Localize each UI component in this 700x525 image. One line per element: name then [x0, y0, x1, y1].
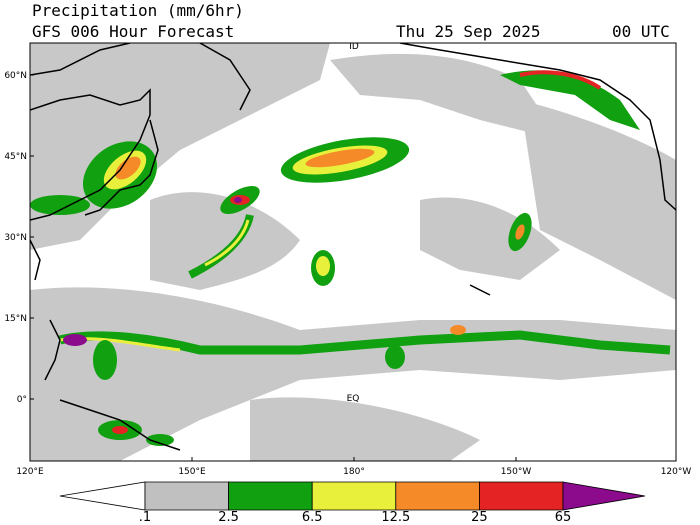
- colorbar-swatch: [479, 481, 564, 511]
- lat-label: 45°N: [4, 152, 27, 162]
- lat-label: 0°: [17, 395, 27, 405]
- colorbar-swatch: [311, 481, 397, 511]
- lat-label: 30°N: [4, 233, 27, 243]
- axes: 60°N 45°N 30°N 15°N 0° 120°E 150°E 180° 150°W 120…: [4, 42, 691, 477]
- map-annotation: EQ: [347, 394, 360, 404]
- lon-label: 120°W: [661, 467, 692, 477]
- date: Thu 25 Sep 2025: [396, 22, 541, 41]
- lat-label: 15°N: [4, 314, 27, 324]
- colorbar-label: 2.5: [218, 510, 239, 525]
- colorbar-swatch: [562, 481, 646, 511]
- map-frame: [29, 42, 677, 462]
- colorbar: .1 2.5 6.5 12.5 25 65: [59, 481, 646, 525]
- map-field: [30, 43, 676, 461]
- heavy-precip: [30, 70, 671, 446]
- colorbar-label: 12.5: [381, 510, 410, 525]
- colorbar-label: 25: [471, 510, 488, 525]
- lat-label: 60°N: [4, 71, 27, 81]
- time: 00 UTC: [612, 22, 670, 41]
- lon-label: 180°: [343, 467, 365, 477]
- colorbar-swatch: [59, 481, 146, 511]
- lon-label: 150°E: [178, 467, 206, 477]
- lon-label: 120°E: [16, 467, 44, 477]
- colorbar-label: .1: [139, 510, 151, 525]
- colorbar-swatch: [395, 481, 480, 511]
- colorbar-label: 65: [555, 510, 572, 525]
- colorbar-label: 6.5: [302, 510, 323, 525]
- coastlines: [30, 43, 676, 451]
- map-annotation: ID: [349, 42, 359, 52]
- colorbar-swatch: [144, 481, 229, 511]
- title: Precipitation (mm/6hr): [32, 1, 244, 20]
- lon-label: 150°W: [501, 467, 532, 477]
- subtitle: GFS 006 Hour Forecast: [32, 22, 234, 41]
- colorbar-swatch: [228, 481, 313, 511]
